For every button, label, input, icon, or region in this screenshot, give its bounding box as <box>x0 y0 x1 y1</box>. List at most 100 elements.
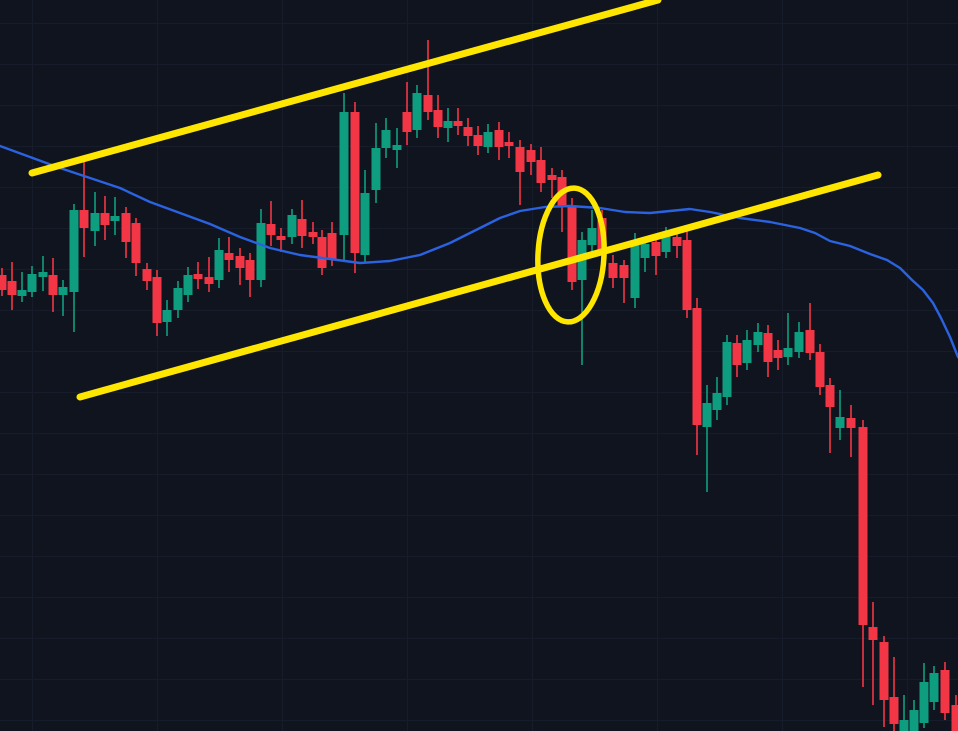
candle-body <box>763 333 773 362</box>
candle-body <box>392 145 402 150</box>
candle-body <box>661 236 671 252</box>
breakdown-ellipse-annotation[interactable] <box>535 185 608 325</box>
candle-wick <box>427 40 429 120</box>
candle <box>27 266 37 297</box>
candle <box>204 257 214 292</box>
candle-body <box>879 642 889 700</box>
candle-body <box>587 228 597 245</box>
candle <box>90 192 100 246</box>
candle-body <box>412 93 422 130</box>
candle-body <box>919 682 929 723</box>
candle-body <box>940 670 950 713</box>
candle <box>110 197 120 235</box>
candle <box>121 207 131 258</box>
candle-wick <box>623 260 625 303</box>
candle <box>702 385 712 492</box>
candle <box>183 267 193 302</box>
candle <box>256 209 266 287</box>
candle-body <box>317 237 327 268</box>
lower-trendline-annotation[interactable] <box>76 171 882 401</box>
candle-body <box>825 385 835 407</box>
candle-body <box>381 130 391 148</box>
candle-wick <box>903 695 905 731</box>
candle <box>753 323 763 352</box>
candle-body <box>183 275 193 295</box>
candle-body <box>868 627 878 640</box>
candle-body <box>193 274 203 279</box>
candle <box>402 82 412 145</box>
candle <box>193 262 203 289</box>
candle <box>423 40 433 120</box>
candle-body <box>276 236 286 240</box>
candle-body <box>640 244 650 258</box>
candle-body <box>360 193 370 255</box>
candle <box>940 662 950 720</box>
candle <box>651 236 661 275</box>
candle <box>483 124 493 153</box>
candle-body <box>308 232 318 237</box>
candle <box>909 700 919 731</box>
candle-body <box>858 427 868 625</box>
candle <box>371 123 381 203</box>
candle-body <box>7 281 17 295</box>
candle <box>879 636 889 727</box>
candle <box>640 238 650 272</box>
candle <box>504 132 514 158</box>
candle-body <box>773 350 783 358</box>
candle-body <box>536 160 546 183</box>
candle <box>245 253 255 297</box>
candle-wick <box>83 160 85 257</box>
candle <box>526 144 536 175</box>
upper-trendline-annotation[interactable] <box>28 0 662 177</box>
candle-body <box>224 253 234 260</box>
candle <box>327 222 337 266</box>
candle <box>858 420 868 687</box>
candle-body <box>846 418 856 428</box>
candle-body <box>567 207 577 282</box>
candle-body <box>204 277 214 284</box>
candle <box>630 233 640 308</box>
candle <box>392 128 402 168</box>
candle-body <box>142 269 152 281</box>
candle <box>142 263 152 290</box>
candle <box>48 258 58 312</box>
candle <box>297 200 307 248</box>
candle-body <box>48 275 58 295</box>
candle <box>732 335 742 377</box>
candle-body <box>742 340 752 363</box>
candle <box>266 201 276 246</box>
candle-body <box>371 148 381 190</box>
channel-annotations <box>28 0 882 401</box>
candle-body <box>266 224 276 235</box>
candle-body <box>235 256 245 268</box>
candle <box>515 140 525 205</box>
candle-body <box>256 223 266 280</box>
candle-body <box>423 95 433 112</box>
candle <box>889 657 899 731</box>
candle-body <box>651 242 661 256</box>
candle-body <box>0 275 7 290</box>
candle-body <box>547 175 557 180</box>
candle-body <box>58 287 68 295</box>
candle-body <box>805 330 815 353</box>
candle <box>692 298 702 455</box>
candle-body <box>339 112 349 235</box>
candle <box>339 93 349 262</box>
candle-body <box>672 237 682 246</box>
candle-body <box>443 121 453 128</box>
candle-body <box>702 403 712 427</box>
candle-body <box>69 210 79 292</box>
candle-body <box>297 219 307 236</box>
candle <box>58 280 68 316</box>
candle <box>712 377 722 420</box>
candle-body <box>162 310 172 322</box>
candle-body <box>245 260 255 280</box>
candle <box>0 268 7 296</box>
candle-body <box>899 720 909 731</box>
candle-body <box>350 112 360 253</box>
candle-wick <box>787 313 789 365</box>
candle <box>131 218 141 276</box>
